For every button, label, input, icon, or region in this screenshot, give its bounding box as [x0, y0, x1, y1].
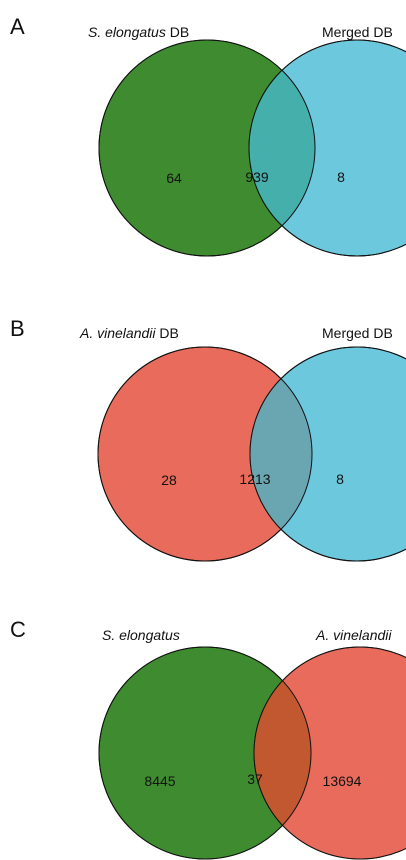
right-set-label-a: Merged DB [322, 24, 393, 40]
count-right-only-b: 8 [336, 471, 344, 487]
left-set-label-b: A. vinelandii DB [79, 325, 179, 341]
left-set-name-a: S. elongatus [88, 24, 166, 40]
count-both-b: 1213 [239, 471, 270, 487]
panel-letter-c: C [10, 617, 26, 642]
count-right-only-c: 13694 [323, 773, 362, 789]
left-set-name-c: S. elongatus [102, 627, 180, 643]
left-set-suffix-a: DB [166, 24, 189, 40]
count-both-a: 939 [245, 169, 269, 185]
count-left-only-b: 28 [161, 472, 177, 488]
right-circle-outline-c [253, 646, 406, 860]
venn-panel-b: B A. vinelandii DB Merged DB 28 1213 8 [10, 316, 406, 562]
venn-panel-a: A S. elongatus DB Merged DB 64 939 8 [10, 14, 406, 257]
left-circle-outline-a [98, 39, 316, 257]
right-set-suffix-a: Merged DB [322, 24, 393, 40]
venn-panel-c: C S. elongatus A. vinelandii 8445 37 136… [10, 617, 406, 860]
right-set-suffix-b: Merged DB [322, 325, 393, 341]
count-left-only-c: 8445 [144, 773, 175, 789]
left-set-label-a: S. elongatus DB [88, 24, 189, 40]
right-set-name-c: A. vinelandii [315, 627, 392, 643]
left-set-name-b: A. vinelandii [79, 325, 156, 341]
left-set-suffix-b: DB [156, 325, 179, 341]
left-circle-outline-c [98, 646, 312, 860]
left-circle-outline-b [97, 346, 313, 562]
count-both-c: 37 [247, 771, 263, 787]
count-left-only-a: 64 [166, 170, 182, 186]
count-right-only-a: 8 [337, 169, 345, 185]
panel-letter-b: B [10, 316, 25, 341]
right-set-label-b: Merged DB [322, 325, 393, 341]
right-set-label-c: A. vinelandii [315, 627, 392, 643]
right-circle-outline-b [249, 346, 406, 562]
panel-letter-a: A [10, 14, 25, 39]
left-set-label-c: S. elongatus [102, 627, 180, 643]
right-circle-outline-a [248, 39, 406, 257]
